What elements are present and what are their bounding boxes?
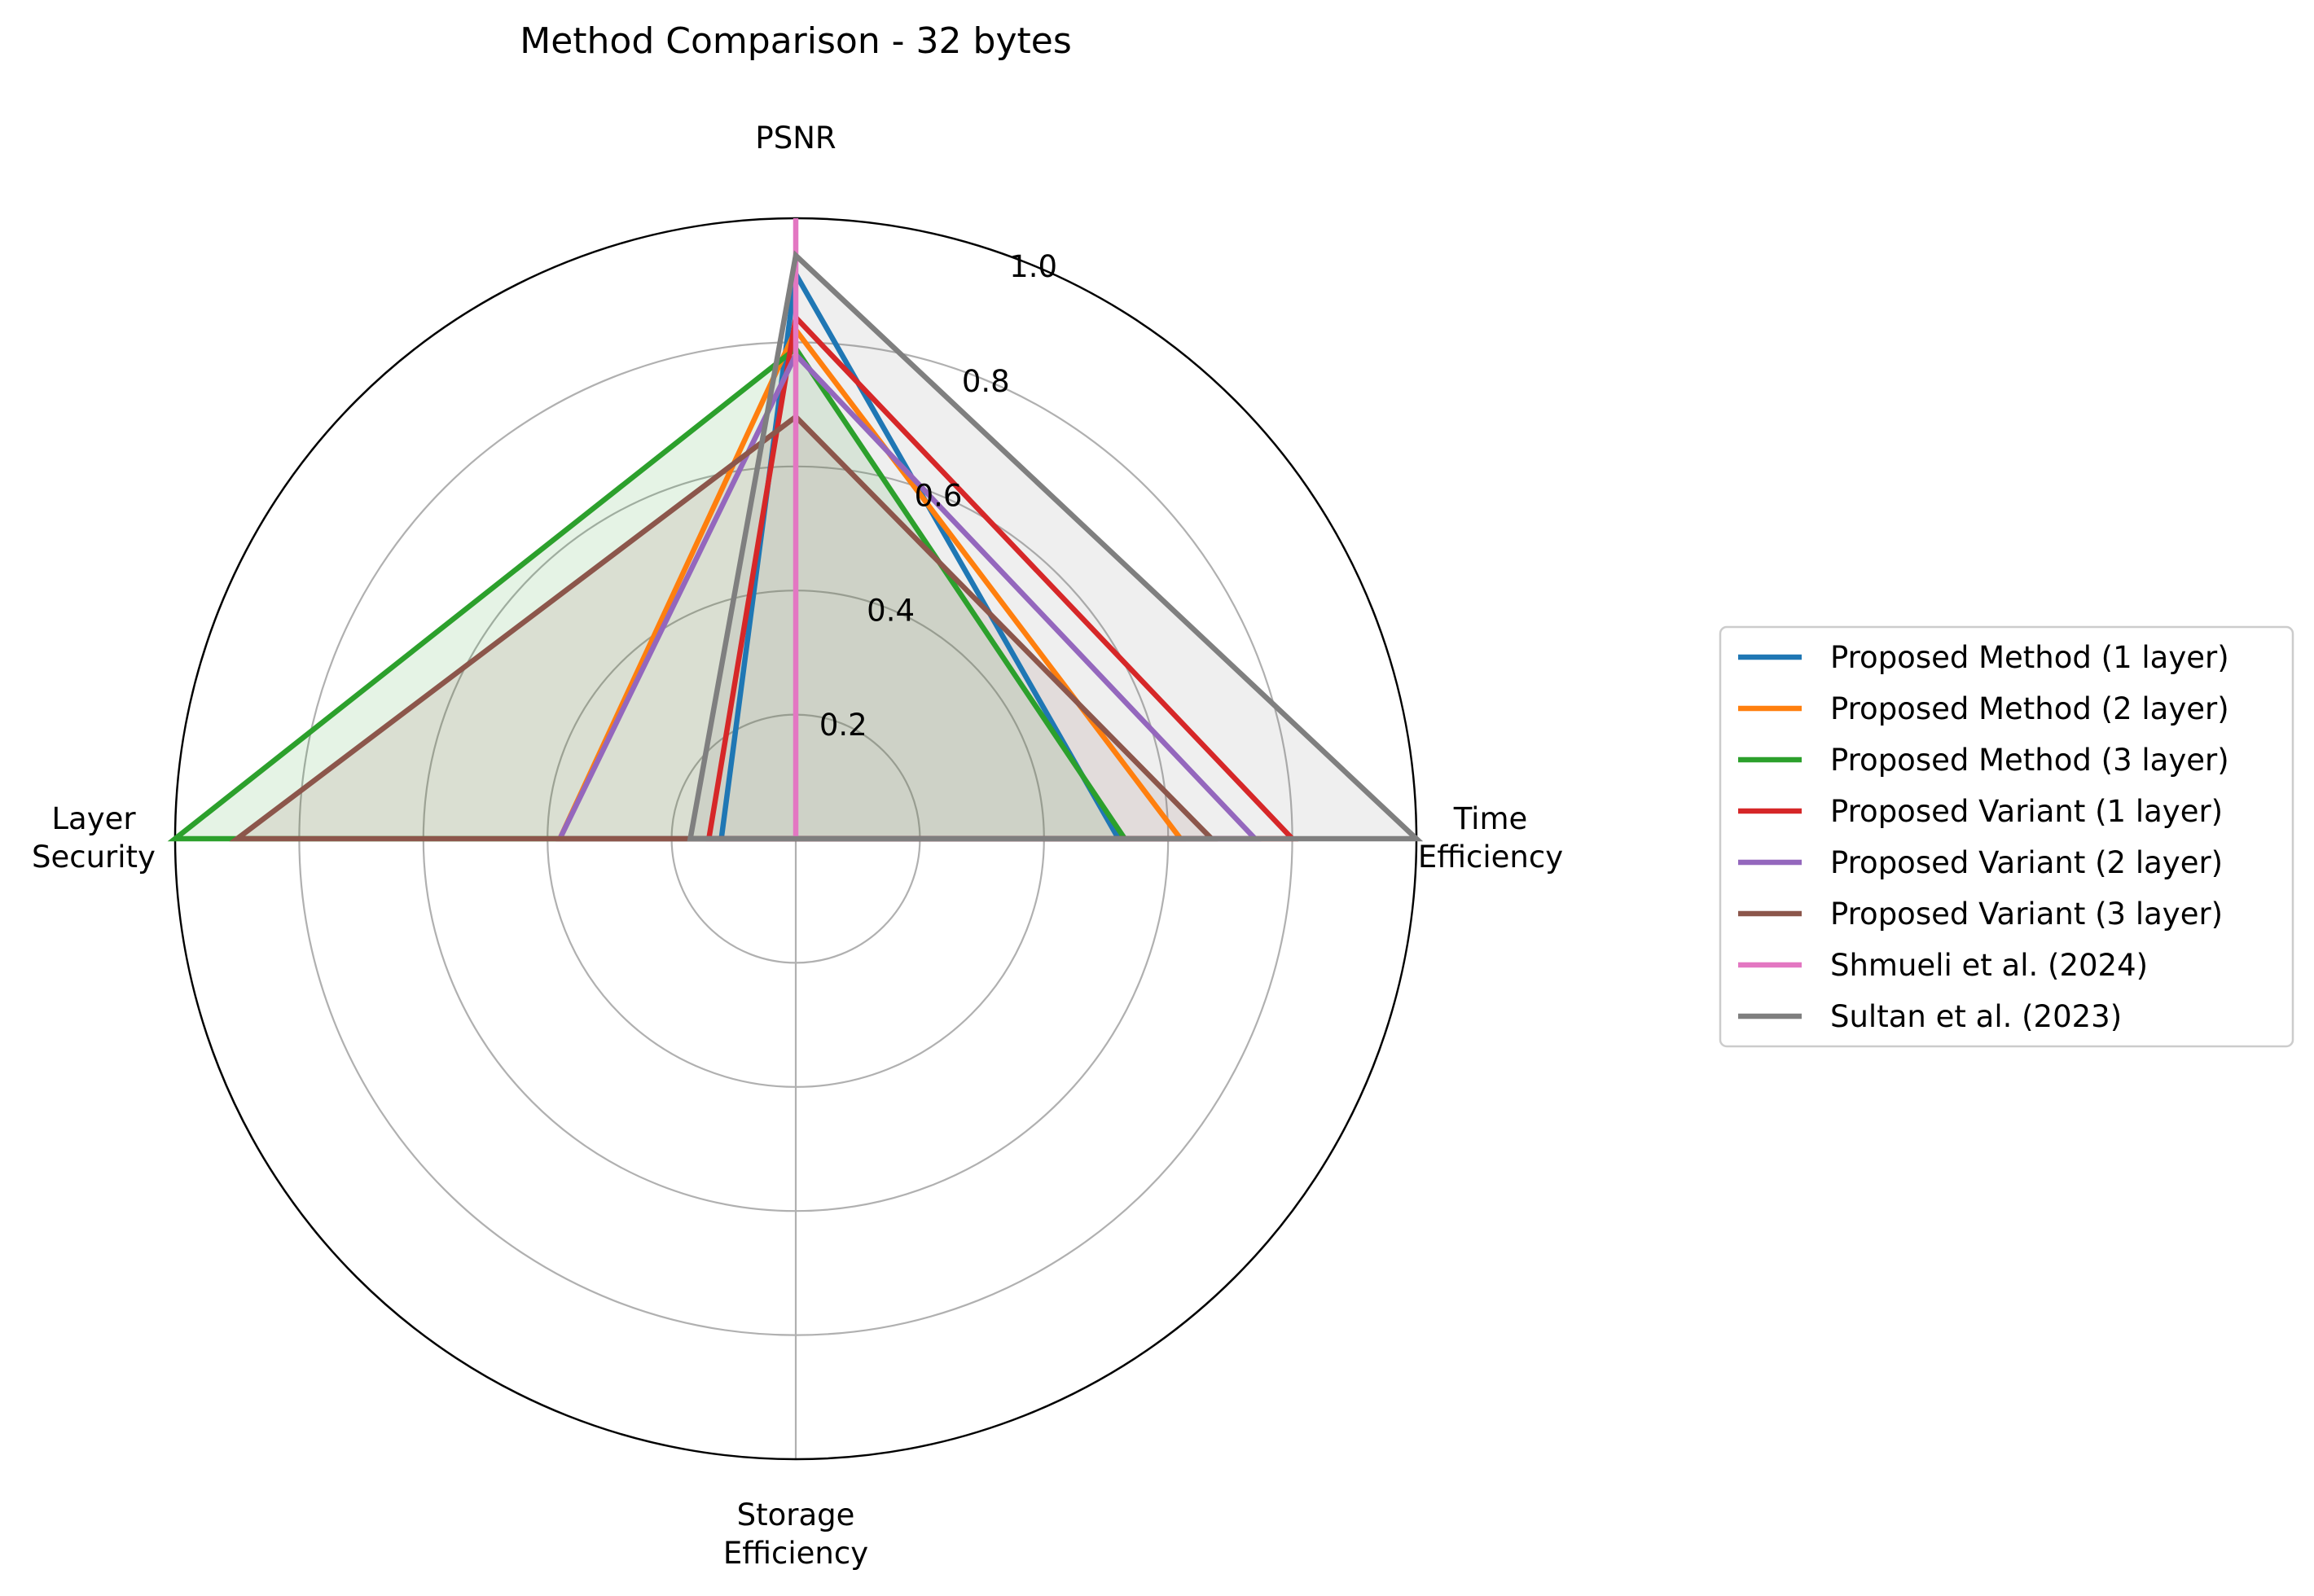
series-fill	[690, 255, 1416, 839]
r-tick-label: 0.6	[915, 479, 963, 514]
legend-entry: Proposed Variant (3 layer)	[1830, 897, 2223, 932]
axis-label: Security	[32, 840, 156, 875]
series-line	[687, 250, 1424, 842]
axis-label: Time	[1453, 801, 1528, 836]
axis-label: Layer	[51, 801, 136, 836]
axis-label: Efficiency	[1418, 840, 1563, 875]
data-series	[167, 218, 1424, 842]
r-tick-label: 0.4	[867, 593, 915, 628]
legend-entry: Proposed Method (2 layer)	[1830, 691, 2229, 726]
series-fill	[237, 416, 1212, 839]
r-tick-label: 1.0	[1009, 249, 1057, 284]
legend-entry: Proposed Method (1 layer)	[1830, 640, 2229, 675]
legend-entry: Proposed Method (3 layer)	[1830, 743, 2229, 778]
legend-entry: Shmueli et al. (2024)	[1830, 948, 2148, 983]
axis-labels: 0.2 0.4 0.6 0.8 1.0 PSNR Time Efficiency Storage…	[32, 121, 1563, 1571]
legend-entry: Proposed Variant (2 layer)	[1830, 845, 2223, 880]
legend: Proposed Method (1 layer) Proposed Method…	[1719, 625, 2294, 1048]
chart-title: Method Comparison - 32 bytes	[520, 20, 1072, 62]
axis-label: Storage	[737, 1497, 855, 1532]
axis-label: Efficiency	[723, 1536, 868, 1571]
r-tick-label: 0.8	[962, 364, 1010, 399]
axis-label: PSNR	[755, 121, 836, 156]
legend-box	[1719, 625, 2294, 1048]
legend-entry: Sultan et al. (2023)	[1830, 999, 2122, 1034]
series-fill	[175, 349, 1125, 839]
legend-entry: Proposed Variant (1 layer)	[1830, 794, 2223, 829]
r-tick-label: 0.2	[819, 708, 867, 743]
